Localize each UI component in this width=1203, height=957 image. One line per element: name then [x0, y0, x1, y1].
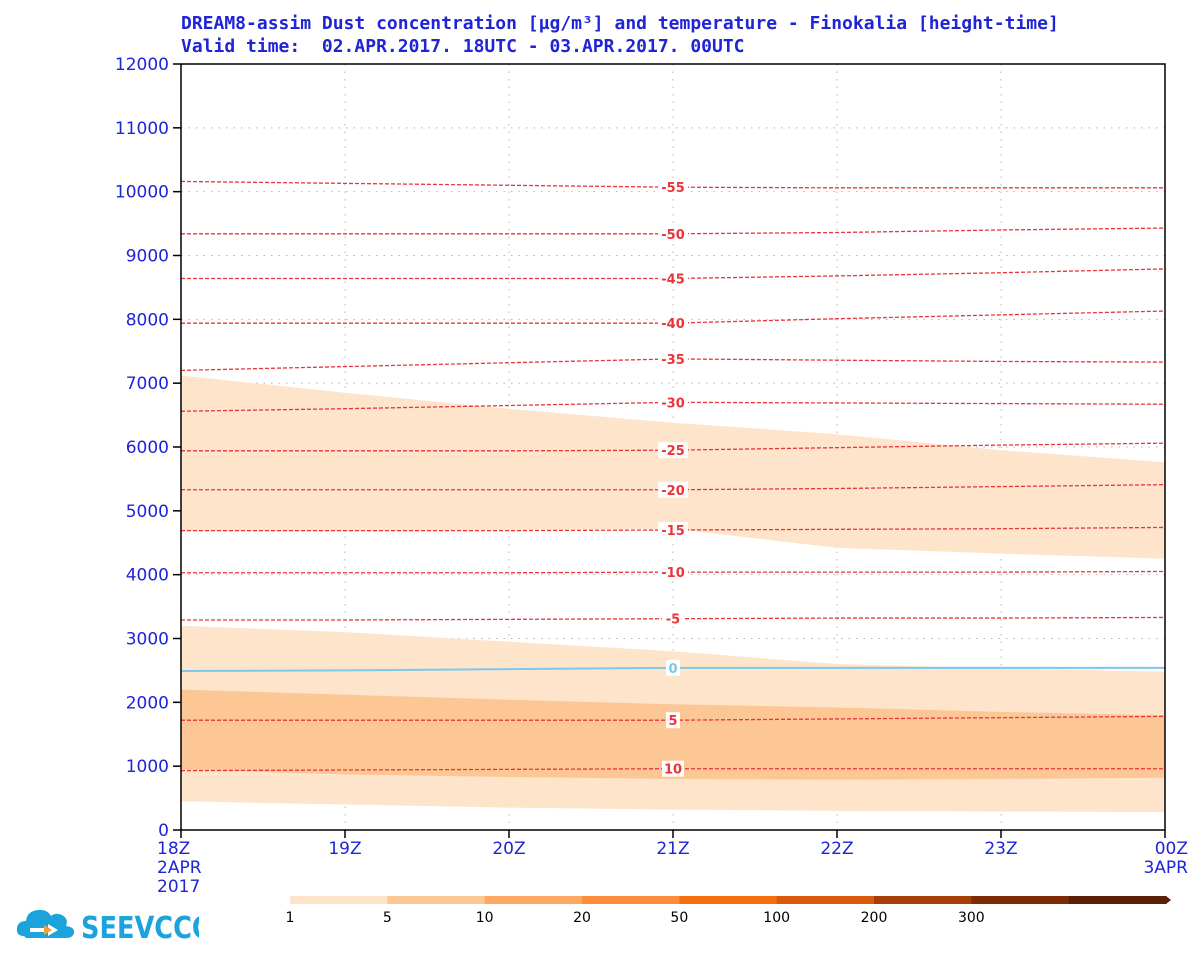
colorbar: 1 5 10 20 50 100 200 300 [286, 896, 1171, 926]
x-tick-label-00Z: 00Z [1155, 839, 1188, 859]
temperature-label-bg--35 [658, 350, 688, 367]
colorbar-label-50: 50 [670, 910, 688, 926]
colorbar-label-300: 300 [958, 910, 985, 926]
temperature-label--30: -30 [661, 396, 685, 411]
temperature-label-bg--50 [658, 225, 688, 242]
dust-band-5-10-2 [181, 689, 1165, 780]
cloud-icon [16, 909, 75, 938]
dust-bands [181, 375, 1165, 813]
colorbar-segment-1 [387, 896, 486, 904]
y-tick-label-6000: 6000 [126, 438, 169, 458]
chart-subtitle: Valid time: 02.APR.2017. 18UTC - 03.APR.… [181, 36, 745, 57]
x-date-label-2017: 2017 [157, 877, 200, 897]
temperature-label-bg--40 [658, 315, 688, 332]
seevccc-logo: SEEVCCC [14, 898, 211, 952]
temperature-label--5: -5 [666, 613, 680, 628]
colorbar-label-10: 10 [476, 910, 494, 926]
x-date-label-3APR: 3APR [1143, 858, 1188, 878]
y-tick-label-3000: 3000 [126, 630, 169, 650]
temperature-label-10: 10 [664, 763, 682, 778]
colorbar-label-1: 1 [286, 910, 295, 926]
temperature-label-5: 5 [668, 714, 677, 729]
colorbar-segment-3 [582, 896, 680, 904]
y-tick-label-5000: 5000 [126, 502, 169, 522]
temperature-label--20: -20 [661, 484, 685, 499]
colorbar-segment-7 [971, 896, 1070, 904]
x-date-label-2APR: 2APR [157, 858, 202, 878]
temperature-label-bg--5 [662, 610, 684, 627]
temperature-label--10: -10 [661, 566, 685, 581]
temperature-label-0: 0 [668, 662, 677, 677]
colorbar-segment-4 [679, 896, 778, 904]
temperature-label--25: -25 [661, 444, 685, 459]
x-tick-label-22Z: 22Z [820, 839, 853, 859]
temperature-label--15: -15 [661, 524, 685, 539]
temperature-label-bg-0 [666, 659, 680, 676]
colorbar-segment-0 [290, 896, 388, 904]
y-tick-label-0: 0 [158, 821, 169, 841]
temperature-label-bg--25 [658, 442, 688, 459]
colorbar-segment-6 [874, 896, 972, 904]
temperature-label-bg--20 [658, 481, 688, 498]
temperature-label-bg-5 [666, 712, 680, 729]
temperature-label--55: -55 [661, 181, 685, 196]
temperature-label--45: -45 [661, 272, 685, 287]
x-tick-label-18Z: 18Z [157, 839, 190, 859]
y-tick-label-2000: 2000 [126, 693, 169, 713]
y-tick-label-9000: 9000 [126, 247, 169, 267]
temperature-label-bg--10 [658, 564, 688, 581]
colorbar-label-5: 5 [383, 910, 392, 926]
colorbar-label-20: 20 [573, 910, 591, 926]
y-tick-label-10000: 10000 [115, 183, 169, 203]
temperature-label-bg--45 [658, 270, 688, 287]
temperature-label--50: -50 [661, 228, 685, 243]
chart-title: DREAM8-assim Dust concentration [µg/m³] … [181, 13, 1059, 34]
temperature-label-bg-10 [662, 760, 684, 777]
x-tick-label-23Z: 23Z [984, 839, 1017, 859]
x-tick-label-20Z: 20Z [492, 839, 525, 859]
temperature-label-bg--15 [658, 521, 688, 538]
logo-text: SEEVCCC [81, 910, 199, 946]
y-axis: 0 1000 2000 3000 4000 5000 6000 7000 8000 9000 100… [115, 55, 181, 841]
colorbar-label-100: 100 [763, 910, 790, 926]
x-tick-label-19Z: 19Z [328, 839, 361, 859]
y-tick-label-11000: 11000 [115, 119, 169, 139]
temperature-label--40: -40 [661, 317, 685, 332]
colorbar-segment-8 [1068, 896, 1167, 904]
colorbar-label-200: 200 [861, 910, 888, 926]
colorbar-segment-2 [484, 896, 583, 904]
y-tick-label-1000: 1000 [126, 757, 169, 777]
temperature-label--35: -35 [661, 353, 685, 368]
y-tick-label-7000: 7000 [126, 374, 169, 394]
colorbar-segment-5 [776, 896, 875, 904]
dust-band-1-5-1 [181, 375, 1165, 559]
y-tick-label-8000: 8000 [126, 310, 169, 330]
x-tick-label-21Z: 21Z [656, 839, 689, 859]
y-tick-label-12000: 12000 [115, 55, 169, 75]
temperature-label-bg--30 [658, 394, 688, 411]
y-tick-label-4000: 4000 [126, 566, 169, 586]
temperature-label-bg--55 [658, 179, 688, 196]
colorbar-end-arrow [1166, 896, 1171, 904]
